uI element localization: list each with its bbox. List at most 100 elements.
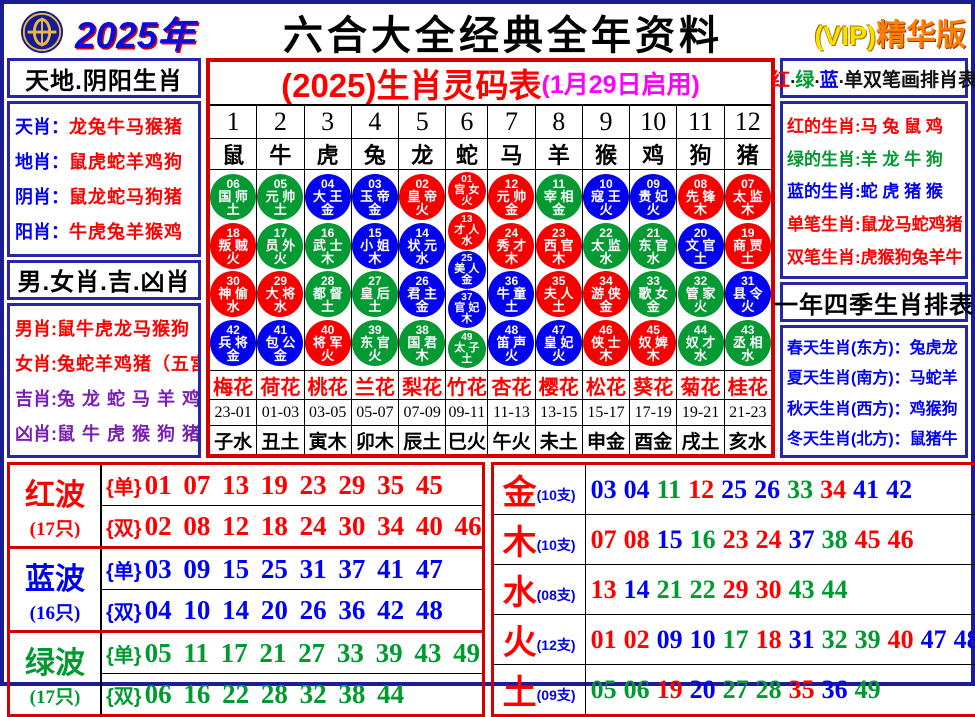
ball-element: 木 bbox=[694, 201, 708, 217]
element-numbers: 07 08 15 16 23 24 37 38 45 46 bbox=[586, 515, 975, 564]
column-number: 11 bbox=[677, 106, 724, 139]
column-number: 1 bbox=[210, 106, 257, 139]
row-value: 鼠龙马蛇鸡猪 bbox=[860, 215, 963, 235]
number-ball: 40 将 军火 bbox=[304, 320, 351, 367]
lottery-number: 22 bbox=[689, 574, 716, 604]
element-row: 木 (10支) 07 08 15 16 23 24 37 38 45 46 bbox=[493, 515, 975, 565]
row-label: 绿的生肖: bbox=[787, 149, 861, 169]
lottery-number: 36 bbox=[821, 674, 848, 704]
row-value: 鼠猪牛 bbox=[909, 430, 958, 448]
lottery-number: 31 bbox=[788, 624, 815, 654]
logo-icon bbox=[19, 9, 65, 55]
lottery-number: 06 bbox=[623, 674, 650, 704]
ball-number: 46 bbox=[599, 323, 613, 338]
lottery-number: 35 bbox=[788, 674, 815, 704]
left-panel: 天地.阴阳生肖 天肖： 龙兔牛马猴猪 地肖： 鼠虎蛇羊鸡狗 阴肖： 鼠龙蛇马狗猪 阳肖： 牛虎… bbox=[7, 58, 201, 458]
ball-role: 先 锋 bbox=[685, 188, 716, 204]
lottery-number: 18 bbox=[755, 624, 782, 654]
element-name: 木 bbox=[502, 524, 537, 562]
row-label: 夏天生肖(南方)： bbox=[787, 370, 910, 388]
ball-number: 27 bbox=[368, 274, 382, 289]
zodiac-column: 5 龙 02 皇 帝火 14 状 元水 26 君 主金 38 国 君木梨花 07-09 辰土 bbox=[399, 106, 447, 454]
ball-element: 金 bbox=[461, 273, 473, 286]
number-ball: 18 叛 贼火 bbox=[210, 222, 257, 269]
earthly-branch: 亥水 bbox=[728, 431, 767, 453]
number-ball: 03 玉 帝金 bbox=[351, 173, 398, 220]
ball-element: 金 bbox=[415, 299, 429, 315]
number-ball: 20 文 官土 bbox=[677, 222, 724, 269]
lottery-number: 41 bbox=[853, 474, 880, 504]
column-number: 4 bbox=[351, 106, 399, 139]
number-ball: 08 先 锋木 bbox=[677, 173, 724, 220]
odd-numbers: 05 11 17 21 27 33 39 43 49 bbox=[144, 637, 481, 668]
even-tag: {双} bbox=[106, 601, 142, 624]
row-label: 吉肖: bbox=[15, 388, 57, 409]
circle-stack: 01 宫 女火 13 才 人水 25 美 人金 37 官 妃木 49 太 子土 bbox=[446, 170, 488, 371]
ball-element: 火 bbox=[368, 348, 382, 364]
ball-number: 07 bbox=[741, 176, 755, 191]
earthly-branch: 卯木 bbox=[355, 431, 394, 453]
earthly-branch: 午火 bbox=[492, 431, 531, 453]
element-row: 水 (08支) 13 14 21 22 29 30 43 44 bbox=[493, 565, 975, 615]
lottery-number: 24 bbox=[755, 524, 782, 554]
bottom-row: 红波 (17只) {单} 01 07 13 19 23 29 35 45 {双} 02 0… bbox=[7, 462, 975, 717]
ball-role: 官 妃 bbox=[454, 302, 480, 315]
circle-stack: 05 元 帅土 17 员 外火 29 大 将水 41 包 公金 bbox=[257, 170, 304, 371]
flower-name: 菊花 bbox=[677, 371, 724, 400]
ball-element: 土 bbox=[273, 201, 287, 217]
ball-role: 皇 帝 bbox=[407, 188, 437, 204]
lottery-number: 08 bbox=[623, 524, 650, 554]
center-title-sub: (1月29日启用) bbox=[541, 71, 700, 99]
right-panel: 红. 绿. 蓝. 单双笔画排肖表 红的生肖:马 兔 鼠 鸡绿的生肖:羊 龙 牛 狗蓝的… bbox=[771, 58, 975, 458]
zodiac-category-row: 凶肖: 鼠 牛 虎 猴 狗 猪 bbox=[15, 420, 198, 446]
wave-group: 红波 (17只) {单} 01 07 13 19 23 29 35 45 {双} 02 0… bbox=[10, 465, 482, 549]
row-label: 地肖： bbox=[15, 152, 69, 173]
ball-element: 木 bbox=[461, 313, 473, 326]
zodiac-column: 1 鼠 06 国 师土 18 叛 贼火 30 神 偷水 42 兵 将金梅花 23-01 子水 bbox=[210, 106, 258, 454]
lottery-number: 44 bbox=[821, 574, 848, 604]
ball-element: 水 bbox=[646, 250, 660, 266]
number-ball: 34 游 侠金 bbox=[582, 271, 629, 318]
zodiac-column: 6 蛇 01 宫 女火 13 才 人水 25 美 人金 37 官 妃木 49 太 子土竹花 09-11 巳… bbox=[446, 106, 489, 454]
lottery-number: 25 bbox=[721, 474, 748, 504]
ball-element: 金 bbox=[321, 201, 335, 217]
column-number: 9 bbox=[582, 106, 630, 139]
row-label: 天肖： bbox=[15, 117, 69, 138]
left-yinyang-rows: 天肖： 龙兔牛马猴猪 地肖： 鼠虎蛇羊鸡狗 阴肖： 鼠龙蛇马狗猪 阳肖： 牛虎兔羊猴鸡 bbox=[7, 101, 201, 257]
ball-element: 火 bbox=[694, 299, 708, 315]
flower-name: 竹花 bbox=[446, 371, 488, 400]
column-number: 7 bbox=[488, 106, 535, 139]
ball-element: 水 bbox=[415, 250, 429, 266]
ball-element: 水 bbox=[741, 348, 755, 364]
ball-number: 30 bbox=[226, 274, 240, 289]
row-value: 蛇 虎 猪 猴 bbox=[860, 182, 943, 202]
column-number: 2 bbox=[257, 106, 304, 139]
ball-element: 水 bbox=[226, 299, 240, 315]
ball-element: 土 bbox=[504, 299, 518, 315]
number-ball: 21 东 官水 bbox=[630, 222, 677, 269]
coin-emblem-icon bbox=[20, 10, 64, 54]
ball-number: 16 bbox=[320, 225, 335, 240]
odd-tag: {单} bbox=[106, 644, 142, 667]
lottery-number: 45 bbox=[854, 524, 881, 554]
lottery-number: 27 bbox=[722, 674, 749, 704]
number-ball: 09 贵 妃火 bbox=[630, 173, 677, 220]
row-label: 冬天生肖(北方)： bbox=[787, 430, 910, 448]
number-ball: 30 神 偷水 bbox=[210, 271, 257, 318]
ball-element: 火 bbox=[226, 250, 240, 266]
ball-number: 31 bbox=[741, 274, 755, 289]
ball-role: 皇 后 bbox=[360, 286, 390, 302]
ball-role: 太 监 bbox=[732, 188, 763, 204]
ball-role: 宫 女 bbox=[454, 184, 480, 197]
ball-role: 包 公 bbox=[265, 335, 296, 351]
row-label: 阳肖： bbox=[15, 222, 69, 243]
number-ball: 24 秀 才木 bbox=[488, 222, 535, 269]
element-name: 火 bbox=[502, 624, 537, 662]
odd-tag: {单} bbox=[106, 560, 142, 583]
row-value: 马 兔 鼠 鸡 bbox=[860, 116, 943, 136]
element-count: (10支) bbox=[536, 536, 576, 553]
ball-role: 皇 妃 bbox=[543, 335, 574, 351]
ball-number: 24 bbox=[504, 225, 519, 240]
wave-numbers: {单} 03 09 15 25 31 37 41 47 {双} 04 10 14 20… bbox=[102, 549, 482, 630]
ball-element: 土 bbox=[741, 250, 755, 266]
